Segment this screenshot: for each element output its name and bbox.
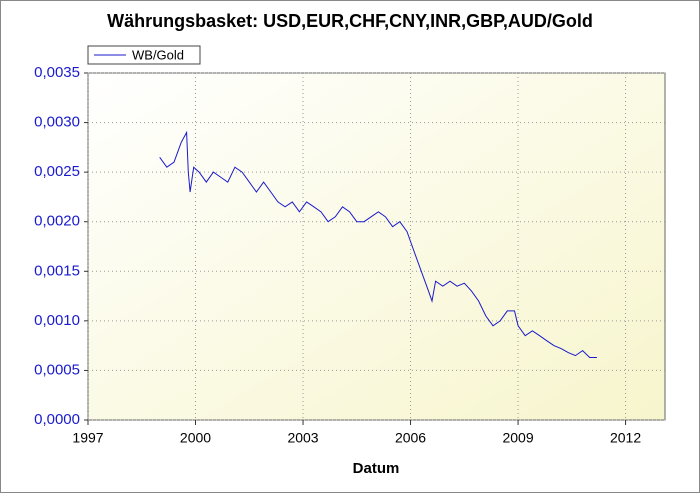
data-line: [159, 130, 597, 358]
x-tick-label: 2012: [610, 430, 641, 446]
legend-box: [87, 45, 201, 65]
plot-area: [87, 72, 666, 421]
y-tick-label: 0,0025: [34, 163, 80, 180]
chart-title: Währungsbasket: USD,EUR,CHF,CNY,INR,GBP,…: [107, 11, 593, 31]
y-tick-label: 0,0030: [34, 114, 80, 131]
x-axis-label: Datum: [353, 460, 400, 477]
x-tick-label: 2000: [180, 430, 211, 446]
legend-label: WB/Gold: [132, 47, 184, 62]
x-tick-label: 1997: [72, 430, 103, 446]
x-tick-label: 2009: [502, 430, 533, 446]
y-tick-label: 0,0010: [34, 312, 80, 329]
y-tick-label: 0,0000: [34, 411, 80, 428]
x-tick-label: 2003: [287, 430, 318, 446]
y-tick-label: 0,0015: [34, 262, 80, 279]
y-tick-label: 0,0020: [34, 213, 80, 230]
x-tick-label: 2006: [395, 430, 426, 446]
y-tick-label: 0,0035: [34, 64, 80, 81]
y-tick-label: 0,0005: [34, 361, 80, 378]
